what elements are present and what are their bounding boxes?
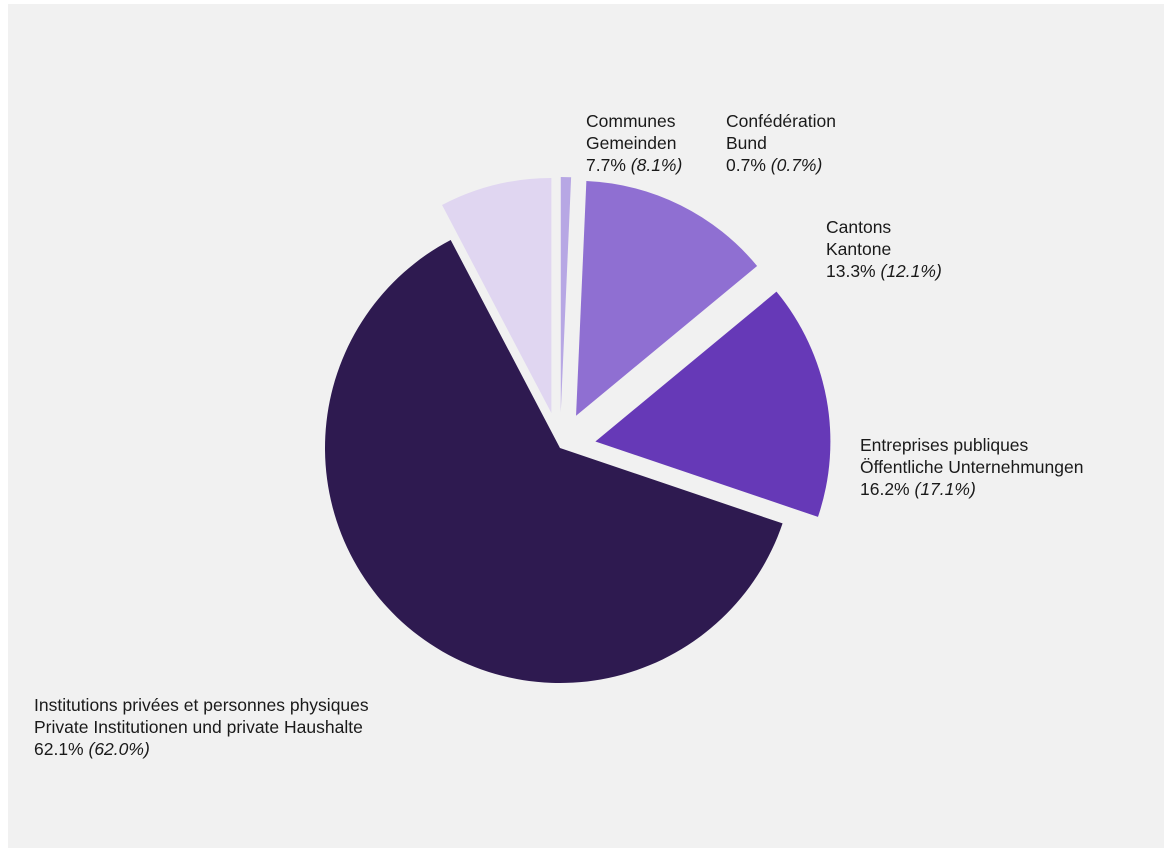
slice-private (324, 239, 783, 683)
label-confederation-line1: Confédération (726, 111, 836, 131)
pie-chart (324, 177, 831, 683)
label-communes-value: 7.7% (586, 155, 626, 175)
label-private-value: 62.1% (34, 739, 84, 759)
label-cantons: Cantons Kantone 13.3% (12.1%) (826, 216, 942, 282)
label-public-enterprises-prev: (17.1%) (914, 479, 976, 499)
label-public-enterprises: Entreprises publiques Öffentliche Untern… (860, 434, 1083, 500)
slice-confederation (560, 177, 572, 413)
label-public-enterprises-value: 16.2% (860, 479, 910, 499)
label-confederation-value: 0.7% (726, 155, 766, 175)
label-private: Institutions privées et personnes physiq… (34, 694, 369, 760)
label-communes: Communes Gemeinden 7.7% (8.1%) (586, 110, 682, 176)
slice-cantons (576, 180, 758, 416)
label-private-line1: Institutions privées et personnes physiq… (34, 695, 369, 715)
label-cantons-value: 13.3% (826, 261, 876, 281)
label-cantons-line2: Kantone (826, 239, 892, 259)
label-confederation: Confédération Bund 0.7% (0.7%) (726, 110, 836, 176)
label-confederation-prev: (0.7%) (770, 155, 823, 175)
slice-public-enterprises (595, 291, 831, 517)
label-confederation-line2: Bund (726, 133, 767, 153)
slice-communes (442, 178, 552, 414)
label-communes-prev: (8.1%) (630, 155, 683, 175)
label-public-enterprises-line2: Öffentliche Unternehmungen (860, 457, 1084, 477)
label-communes-line1: Communes (586, 111, 676, 131)
label-public-enterprises-line1: Entreprises publiques (860, 435, 1029, 455)
chart-panel: Communes Gemeinden 7.7% (8.1%) Confédéra… (8, 4, 1164, 848)
label-private-prev: (62.0%) (88, 739, 150, 759)
label-private-line2: Private Institutionen und private Hausha… (34, 717, 363, 737)
label-cantons-prev: (12.1%) (880, 261, 942, 281)
label-cantons-line1: Cantons (826, 217, 892, 237)
label-communes-line2: Gemeinden (586, 133, 677, 153)
